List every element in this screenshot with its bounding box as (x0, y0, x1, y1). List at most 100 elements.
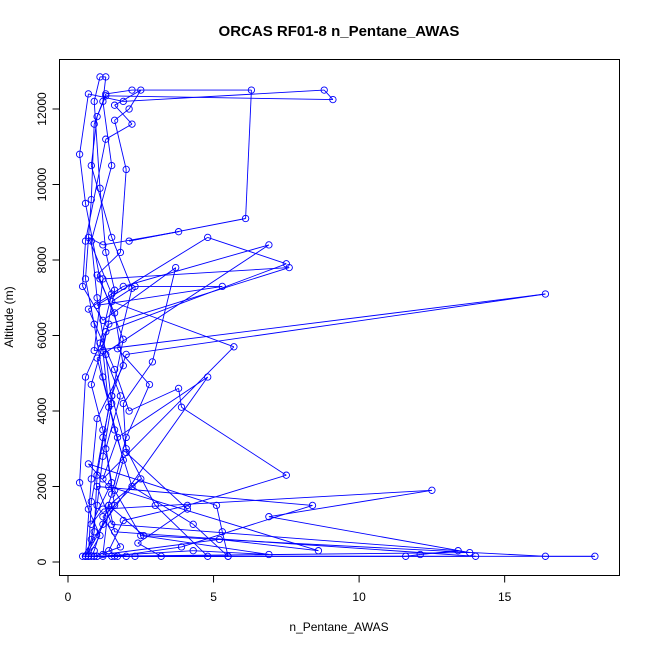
series-segment (97, 486, 313, 506)
series-segment (90, 124, 95, 200)
data-point (119, 97, 127, 106)
data-point (137, 86, 145, 94)
series-segment (85, 203, 101, 279)
x-axis: 0 5 10 15 (65, 575, 512, 604)
data-point (177, 543, 186, 551)
series-segment (108, 267, 290, 325)
data-point (320, 86, 328, 94)
data-point (116, 248, 125, 257)
series-segment (88, 463, 217, 506)
data-point (108, 520, 116, 528)
data-point (96, 73, 104, 81)
series-segment (96, 486, 113, 525)
data-point (591, 552, 599, 560)
data-point (137, 475, 145, 483)
data-point (99, 520, 107, 528)
data-point (119, 456, 127, 464)
series-segment (90, 324, 110, 385)
data-point (99, 373, 107, 381)
plot-points (75, 73, 599, 560)
series-segment (123, 89, 325, 102)
chart-title: ORCAS RF01-8 n_Pentane_AWAS (219, 23, 460, 40)
data-point (122, 445, 130, 453)
series-segment (105, 354, 113, 404)
data-point (110, 101, 119, 109)
data-point (102, 135, 110, 143)
data-point (87, 475, 95, 483)
data-point (87, 535, 95, 544)
data-point (87, 380, 95, 389)
series-segment (79, 376, 86, 483)
series-segment (88, 237, 104, 246)
data-point (119, 335, 127, 343)
series-segment (93, 324, 104, 378)
series-segment (105, 89, 133, 95)
data-point (108, 297, 116, 306)
series-segment (87, 237, 113, 295)
data-point (108, 552, 116, 560)
data-point (140, 531, 148, 540)
series-segment (96, 274, 116, 314)
data-point (128, 482, 136, 491)
y-tick-label: 4000 (35, 397, 49, 424)
data-point (241, 214, 250, 223)
data-point (84, 460, 93, 468)
series-segment (245, 90, 252, 219)
series-segment (102, 290, 116, 351)
y-tick-label: 12000 (35, 92, 49, 126)
series-segment (105, 263, 287, 333)
series-segment (114, 120, 127, 170)
data-point (110, 365, 119, 374)
series-segment (268, 516, 470, 554)
series-segment (90, 437, 104, 502)
data-point (172, 263, 180, 272)
data-point (99, 346, 107, 355)
series-segment (137, 542, 162, 557)
series-segment (154, 505, 209, 557)
series-segment (420, 550, 459, 555)
series-segment (94, 546, 121, 557)
data-point (93, 301, 101, 309)
data-point (116, 392, 125, 400)
series-segment (108, 505, 116, 532)
data-point (122, 448, 130, 457)
data-point (113, 552, 122, 560)
data-point (93, 414, 101, 423)
data-point (204, 233, 212, 242)
series-segment (87, 308, 116, 370)
data-point (224, 552, 232, 560)
data-point (96, 184, 104, 192)
series-segment (128, 89, 142, 110)
series-segment (126, 293, 546, 355)
data-point (212, 501, 221, 510)
series-segment (119, 169, 127, 253)
data-point (177, 403, 186, 411)
data-point (93, 294, 101, 302)
data-point (99, 241, 107, 249)
data-point (174, 384, 183, 393)
data-point (102, 248, 110, 257)
y-tick-label: 0 (35, 558, 49, 565)
data-point (428, 486, 436, 494)
data-point (81, 552, 90, 560)
series-segment (102, 489, 432, 510)
data-point (99, 513, 107, 521)
series-segment (216, 505, 223, 532)
series-segment (219, 538, 319, 552)
data-point (247, 86, 256, 94)
data-point (189, 547, 197, 555)
data-point (282, 471, 290, 479)
series-segment (105, 395, 121, 449)
data-point (102, 90, 110, 98)
series-segment (102, 376, 209, 525)
data-point (122, 552, 130, 560)
series-segment (181, 406, 287, 476)
series-segment (85, 478, 92, 557)
data-point (314, 547, 323, 555)
data-point (110, 528, 119, 536)
data-point (131, 552, 139, 560)
data-point (125, 105, 133, 113)
data-point (99, 550, 107, 559)
data-point (148, 358, 157, 366)
data-point (282, 260, 290, 268)
